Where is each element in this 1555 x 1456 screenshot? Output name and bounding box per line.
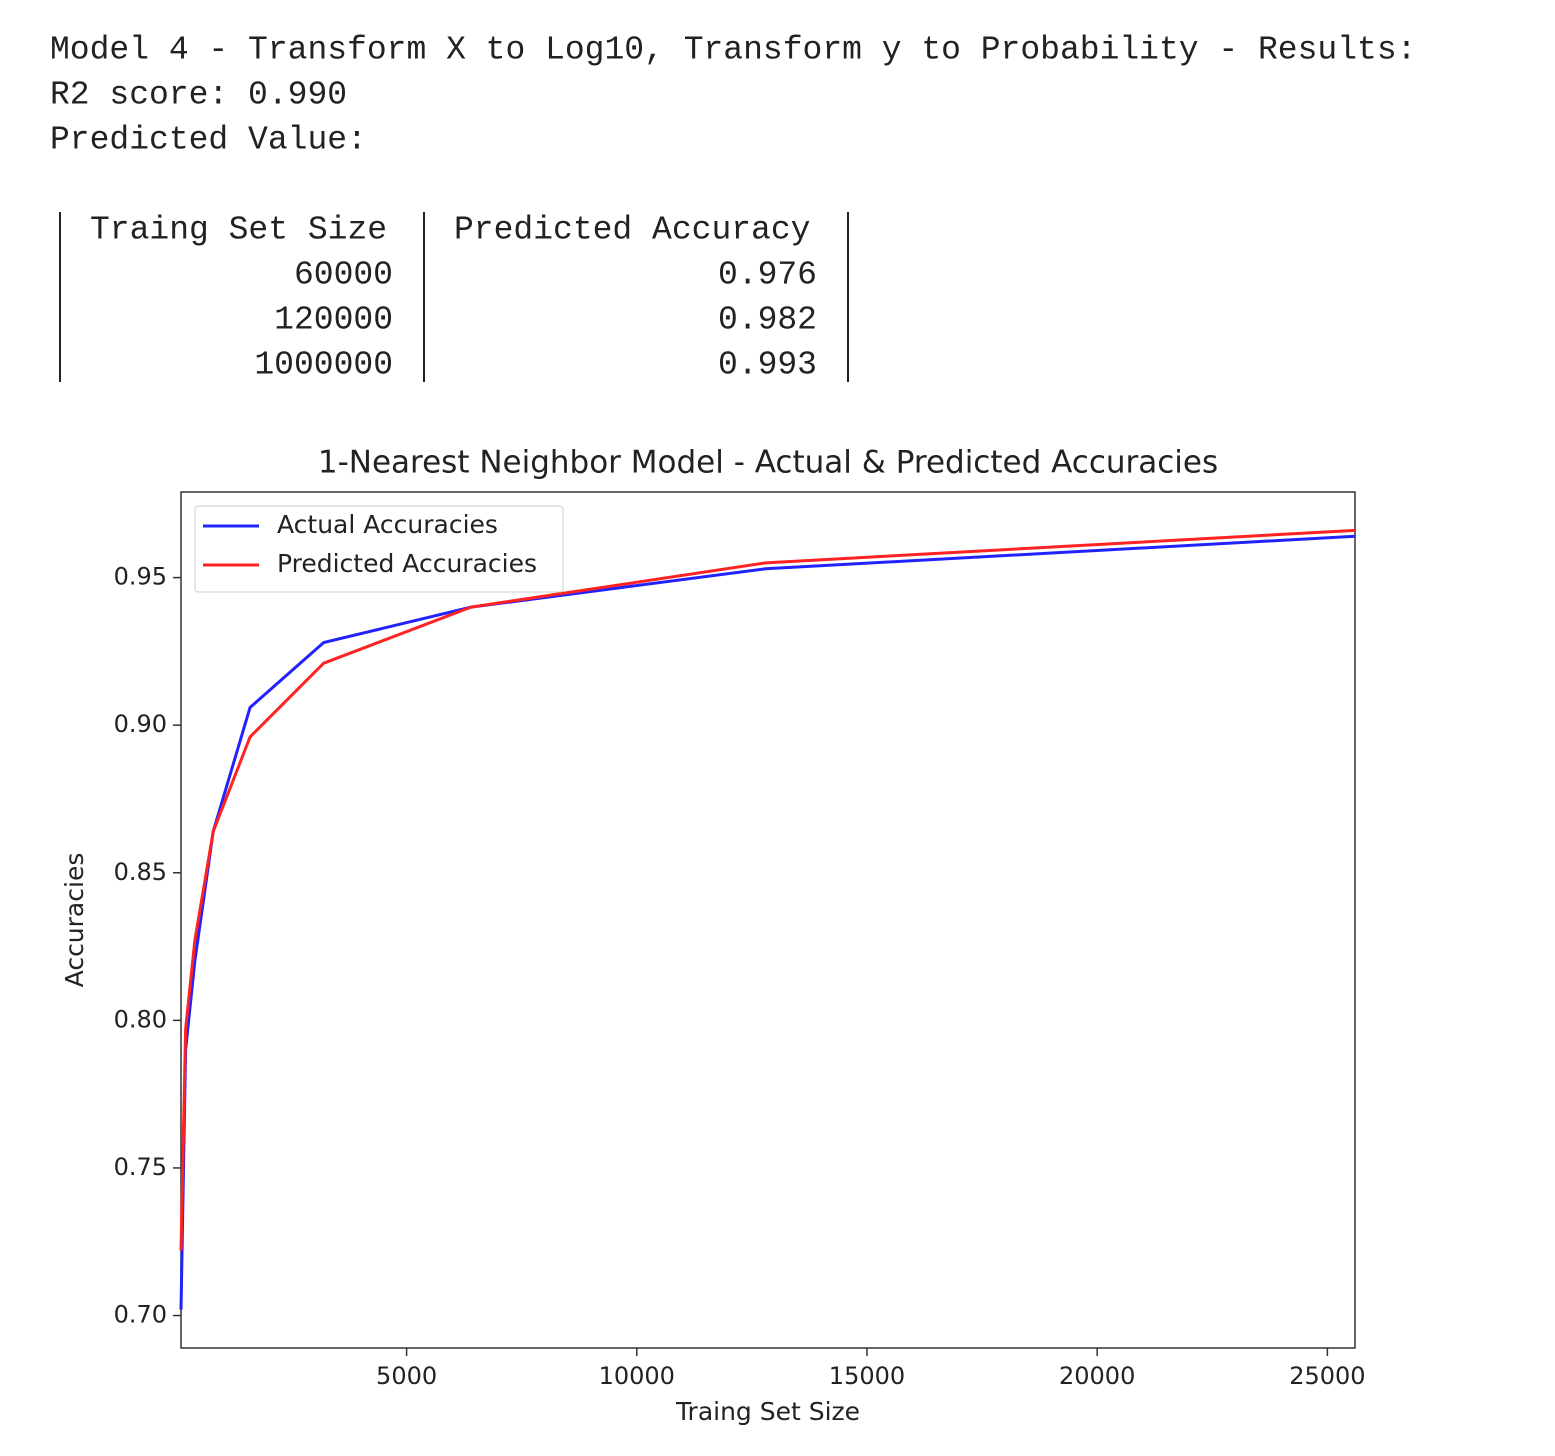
legend-box bbox=[194, 505, 564, 593]
x-tick-label: 15000 bbox=[829, 1362, 905, 1390]
x-tick-label: 5000 bbox=[376, 1362, 437, 1390]
chart-title: 1-Nearest Neighbor Model - Actual & Pred… bbox=[318, 445, 1218, 481]
table-cell: 1000000 bbox=[254, 347, 393, 384]
x-tick-label: 25000 bbox=[1289, 1362, 1365, 1390]
data-line bbox=[179, 534, 1356, 1310]
y-tick-label: 0.85 bbox=[114, 858, 167, 886]
x-axis-label: Traing Set Size bbox=[675, 1397, 860, 1426]
table-cell: 0.993 bbox=[718, 347, 817, 384]
data-line bbox=[179, 528, 1356, 1251]
plot-frame bbox=[180, 491, 1356, 1349]
table-header: Traing Set Size bbox=[90, 212, 387, 249]
x-tick-label: 20000 bbox=[1059, 1362, 1135, 1390]
table-cell: 0.976 bbox=[718, 257, 817, 294]
table-cell: 120000 bbox=[274, 302, 393, 339]
x-tick-label: 10000 bbox=[599, 1362, 675, 1390]
y-tick-label: 0.75 bbox=[114, 1153, 167, 1181]
y-axis-label: Accuracies bbox=[60, 853, 89, 988]
y-tick-label: 0.70 bbox=[114, 1301, 167, 1329]
legend-label: Actual Accuracies bbox=[277, 510, 498, 539]
y-tick-label: 0.80 bbox=[114, 1005, 167, 1033]
y-tick-label: 0.95 bbox=[114, 563, 167, 591]
table-cell: 0.982 bbox=[718, 302, 817, 339]
output-line: Model 4 - Transform X to Log10, Transfor… bbox=[50, 32, 1416, 69]
output-line: R2 score: 0.990 bbox=[50, 77, 347, 114]
table-header: Predicted Accuracy bbox=[454, 212, 810, 249]
legend-label: Predicted Accuracies bbox=[277, 549, 537, 578]
table-cell: 60000 bbox=[294, 257, 393, 294]
output-line: Predicted Value: bbox=[50, 122, 367, 159]
y-tick-label: 0.90 bbox=[114, 710, 167, 738]
